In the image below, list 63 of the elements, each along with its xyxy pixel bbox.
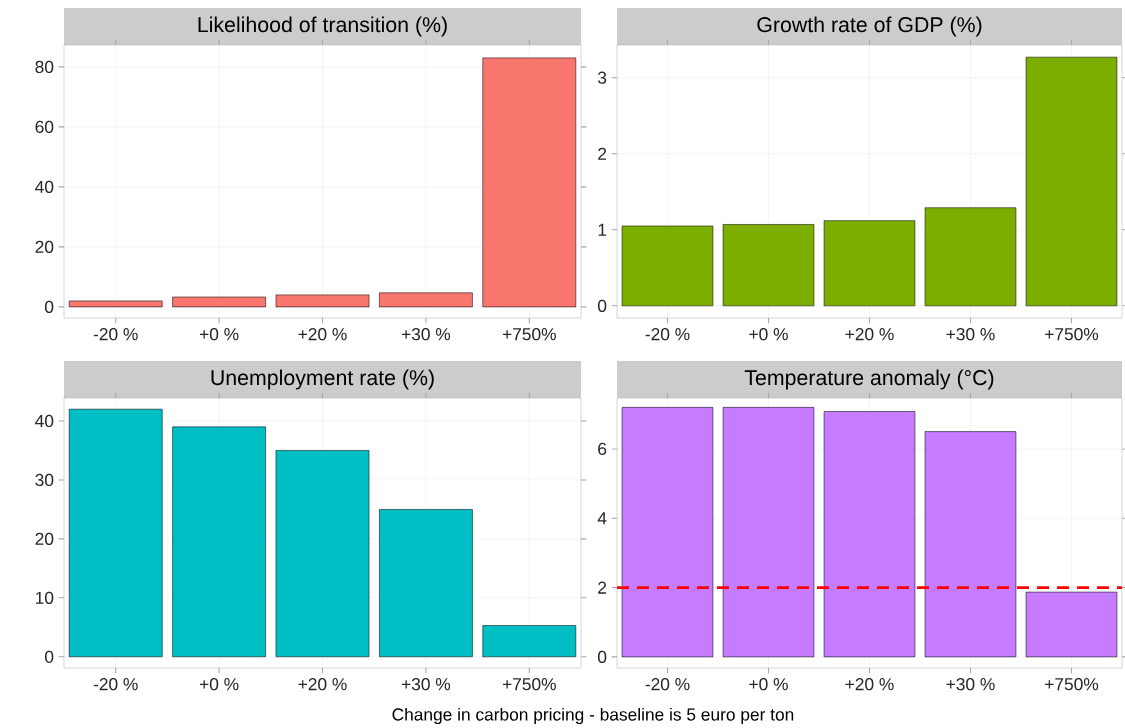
y-tick-label: 3: [597, 71, 607, 84]
y-tick-label: 1: [598, 223, 607, 236]
bar: [823, 220, 916, 307]
x-tick-label: +750%: [1045, 328, 1099, 341]
x-axis-title: Change in carbon pricing - baseline is 5 euro per ton: [392, 707, 794, 725]
bar: [823, 411, 916, 658]
x-tick-label: +0 %: [199, 328, 239, 341]
y-tick-label: 6: [598, 442, 607, 456]
bar: [1025, 591, 1118, 658]
y-tick-label: 2: [598, 147, 607, 160]
x-tick-label: +0 %: [749, 328, 788, 341]
chart-title: Likelihood of transition (%): [198, 16, 447, 37]
x-tick-label: -20 %: [645, 678, 690, 691]
chart-title: Growth rate of GDP (%): [757, 16, 982, 37]
y-tick-label: 30: [35, 473, 54, 487]
bar: [68, 300, 163, 308]
x-tick-label: +20 %: [845, 328, 894, 341]
x-tick-label: +30 %: [946, 328, 995, 341]
bar: [172, 296, 266, 308]
x-tick-label: +0 %: [749, 678, 788, 691]
x-tick-label: -20 %: [93, 328, 138, 341]
y-tick-label: 0: [44, 650, 54, 663]
y-tick-label: 10: [36, 591, 54, 604]
y-tick-label: 40: [35, 180, 54, 194]
x-tick-label: +750%: [1045, 678, 1099, 691]
x-tick-label: +750%: [502, 328, 556, 341]
y-tick-label: 40: [35, 414, 54, 428]
y-tick-label: 0: [597, 299, 607, 312]
y-tick-label: 20: [35, 240, 54, 254]
x-tick-label: -20 %: [93, 678, 138, 691]
x-tick-label: +30 %: [401, 328, 451, 341]
y-tick-label: 20: [35, 532, 54, 546]
bar: [379, 292, 473, 308]
y-tick-label: 2: [598, 581, 607, 594]
bar: [924, 207, 1017, 307]
bar: [482, 57, 577, 308]
bar: [275, 450, 370, 658]
bar: [924, 431, 1017, 658]
bar: [172, 426, 266, 658]
y-tick-label: 80: [35, 60, 54, 74]
y-tick-label: 60: [35, 120, 54, 134]
bar: [722, 224, 815, 307]
x-tick-label: +20 %: [298, 678, 347, 691]
x-tick-label: +750%: [502, 678, 556, 691]
x-tick-label: -20 %: [645, 328, 690, 341]
bar: [1025, 56, 1118, 307]
bar: [379, 509, 473, 658]
x-tick-label: +20 %: [845, 678, 894, 691]
x-tick-label: +0 %: [199, 678, 239, 691]
bar: [621, 225, 714, 307]
x-tick-label: +30 %: [946, 678, 995, 691]
bar: [722, 407, 815, 658]
bar: [275, 294, 370, 308]
y-tick-label: 0: [597, 650, 607, 664]
chart-title: Unemployment rate (%): [211, 369, 434, 390]
y-tick-label: 0: [44, 300, 54, 314]
bar: [482, 625, 577, 658]
bar: [621, 407, 714, 658]
x-tick-label: +20 %: [298, 328, 347, 341]
chart-title: Temperature anomaly (°C): [744, 369, 994, 390]
x-tick-label: +30 %: [401, 678, 451, 691]
y-tick-label: 4: [597, 512, 607, 525]
bar: [68, 408, 163, 658]
